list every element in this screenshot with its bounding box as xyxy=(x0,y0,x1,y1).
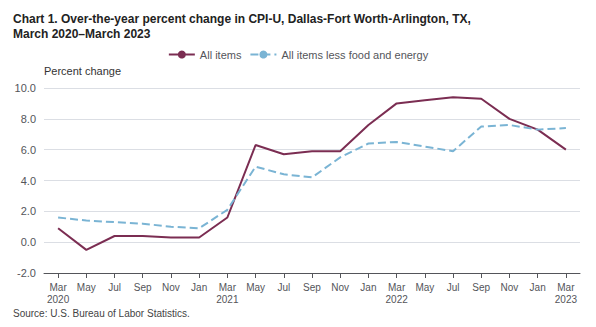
svg-text:All items: All items xyxy=(200,49,242,61)
svg-text:Jul: Jul xyxy=(277,282,290,293)
svg-text:6.0: 6.0 xyxy=(21,144,36,156)
svg-text:Jul: Jul xyxy=(108,282,121,293)
svg-text:Jul: Jul xyxy=(447,282,460,293)
svg-text:Jan: Jan xyxy=(530,282,546,293)
svg-text:-2.0: -2.0 xyxy=(17,267,36,279)
svg-text:May: May xyxy=(415,282,434,293)
svg-text:May: May xyxy=(77,282,96,293)
svg-text:10.0: 10.0 xyxy=(15,82,36,94)
svg-text:2022: 2022 xyxy=(386,294,409,305)
svg-text:Mar: Mar xyxy=(49,282,67,293)
svg-text:March 2020–March 2023: March 2020–March 2023 xyxy=(13,27,151,41)
svg-text:4.0: 4.0 xyxy=(21,175,36,187)
svg-text:Chart 1. Over-the-year percent: Chart 1. Over-the-year percent change in… xyxy=(13,12,471,26)
svg-text:Jan: Jan xyxy=(191,282,207,293)
svg-text:8.0: 8.0 xyxy=(21,113,36,125)
svg-text:Jan: Jan xyxy=(360,282,376,293)
svg-text:Mar: Mar xyxy=(388,282,406,293)
svg-text:2023: 2023 xyxy=(555,294,578,305)
svg-text:Nov: Nov xyxy=(501,282,519,293)
svg-text:2.0: 2.0 xyxy=(21,205,36,217)
svg-text:2020: 2020 xyxy=(47,294,70,305)
svg-text:Mar: Mar xyxy=(557,282,575,293)
svg-text:Percent change: Percent change xyxy=(44,65,121,77)
svg-text:0.0: 0.0 xyxy=(21,236,36,248)
svg-text:May: May xyxy=(246,282,265,293)
svg-text:Nov: Nov xyxy=(162,282,180,293)
svg-text:Sep: Sep xyxy=(134,282,152,293)
svg-text:Mar: Mar xyxy=(219,282,237,293)
svg-text:Sep: Sep xyxy=(303,282,321,293)
svg-text:Source: U.S. Bureau of Labor S: Source: U.S. Bureau of Labor Statistics. xyxy=(13,308,190,319)
svg-text:Nov: Nov xyxy=(331,282,349,293)
svg-text:2021: 2021 xyxy=(216,294,239,305)
svg-text:All items less food and energy: All items less food and energy xyxy=(281,49,428,61)
svg-text:Sep: Sep xyxy=(472,282,490,293)
